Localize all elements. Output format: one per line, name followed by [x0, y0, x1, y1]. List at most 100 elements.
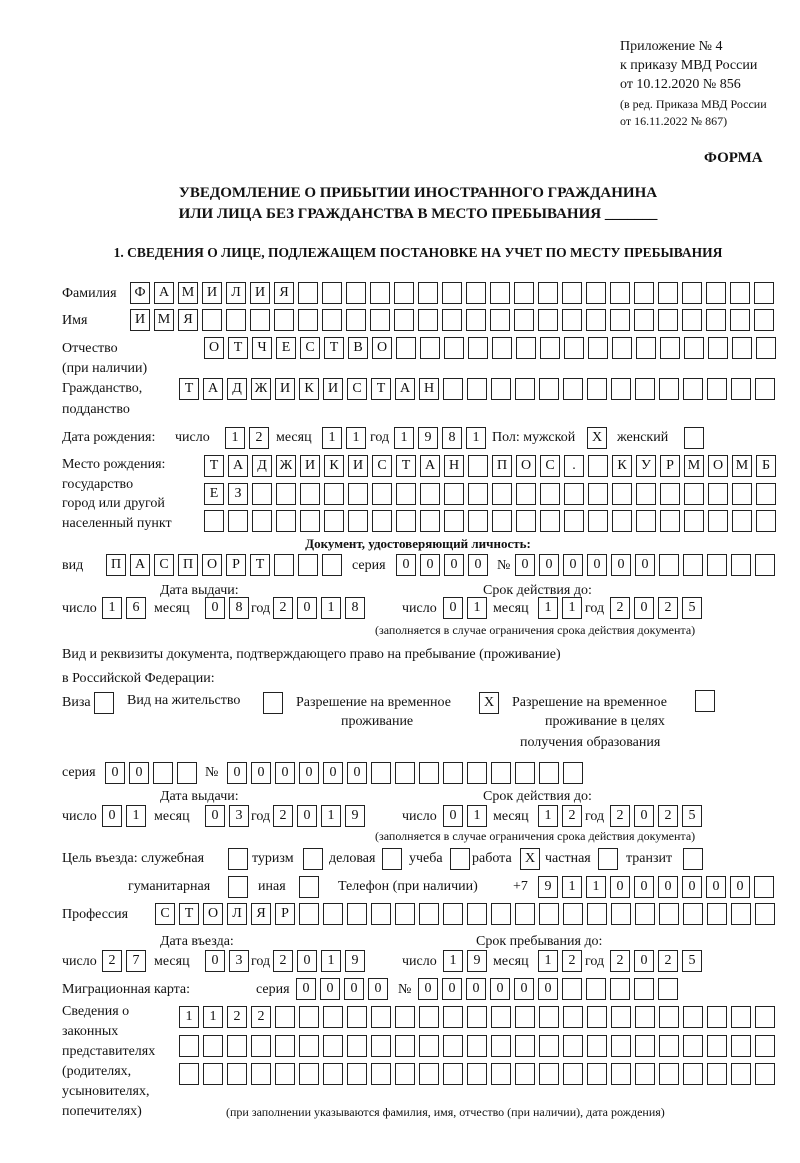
char-box[interactable] — [467, 1063, 487, 1085]
char-box[interactable]: 0 — [610, 876, 630, 898]
char-box[interactable] — [322, 309, 342, 331]
char-box[interactable] — [468, 455, 488, 477]
char-box[interactable] — [732, 483, 752, 505]
char-box[interactable]: 1 — [321, 805, 341, 827]
char-box[interactable] — [420, 483, 440, 505]
char-box[interactable] — [324, 510, 344, 532]
char-box[interactable] — [539, 762, 559, 784]
char-box[interactable] — [226, 309, 246, 331]
char-box[interactable] — [177, 762, 197, 784]
char-box[interactable] — [538, 282, 558, 304]
char-box[interactable]: И — [348, 455, 368, 477]
char-box[interactable] — [706, 282, 726, 304]
char-box[interactable] — [228, 510, 248, 532]
char-box[interactable] — [348, 510, 368, 532]
char-box[interactable] — [588, 337, 608, 359]
char-box[interactable]: Ф — [130, 282, 150, 304]
char-box[interactable]: 3 — [229, 805, 249, 827]
char-box[interactable] — [708, 510, 728, 532]
char-box[interactable]: Т — [371, 378, 391, 400]
char-box[interactable]: 2 — [249, 427, 269, 449]
char-box[interactable]: 0 — [490, 978, 510, 1000]
char-box[interactable] — [540, 510, 560, 532]
char-box[interactable]: О — [202, 554, 222, 576]
char-box[interactable] — [660, 510, 680, 532]
char-box[interactable]: С — [300, 337, 320, 359]
char-box[interactable] — [348, 483, 368, 505]
char-box[interactable] — [444, 337, 464, 359]
char-box[interactable]: 9 — [345, 950, 365, 972]
char-box[interactable] — [450, 848, 470, 870]
char-box[interactable]: А — [154, 282, 174, 304]
char-box[interactable] — [371, 1035, 391, 1057]
char-box[interactable]: В — [348, 337, 368, 359]
char-box[interactable]: 1 — [467, 597, 487, 619]
char-box[interactable] — [396, 510, 416, 532]
char-box[interactable] — [252, 483, 272, 505]
char-box[interactable]: Т — [179, 903, 199, 925]
char-box[interactable] — [755, 1063, 775, 1085]
char-box[interactable]: 9 — [345, 805, 365, 827]
char-box[interactable] — [563, 1063, 583, 1085]
char-box[interactable] — [179, 1063, 199, 1085]
char-box[interactable]: 1 — [321, 597, 341, 619]
char-box[interactable] — [298, 554, 318, 576]
char-box[interactable] — [682, 282, 702, 304]
char-box[interactable]: 0 — [538, 978, 558, 1000]
char-box[interactable]: 2 — [658, 805, 678, 827]
char-box[interactable]: Р — [660, 455, 680, 477]
char-box[interactable]: А — [130, 554, 150, 576]
char-box[interactable] — [539, 903, 559, 925]
char-box[interactable] — [684, 427, 704, 449]
char-box[interactable]: К — [612, 455, 632, 477]
char-box[interactable]: 0 — [682, 876, 702, 898]
char-box[interactable]: 1 — [394, 427, 414, 449]
char-box[interactable] — [275, 1063, 295, 1085]
char-box[interactable] — [731, 1006, 751, 1028]
char-box[interactable]: 5 — [682, 597, 702, 619]
char-box[interactable]: 0 — [320, 978, 340, 1000]
char-box[interactable]: 0 — [420, 554, 440, 576]
char-box[interactable]: Т — [250, 554, 270, 576]
char-box[interactable] — [442, 309, 462, 331]
char-box[interactable] — [94, 692, 114, 714]
char-box[interactable] — [563, 378, 583, 400]
char-box[interactable]: Р — [275, 903, 295, 925]
char-box[interactable] — [683, 848, 703, 870]
char-box[interactable]: 0 — [296, 978, 316, 1000]
char-box[interactable] — [634, 309, 654, 331]
char-box[interactable] — [636, 483, 656, 505]
char-box[interactable] — [298, 309, 318, 331]
char-box[interactable] — [443, 378, 463, 400]
char-box[interactable] — [610, 309, 630, 331]
char-box[interactable]: П — [178, 554, 198, 576]
char-box[interactable]: О — [708, 455, 728, 477]
char-box[interactable]: 9 — [418, 427, 438, 449]
char-box[interactable]: 8 — [229, 597, 249, 619]
char-box[interactable] — [564, 337, 584, 359]
char-box[interactable] — [396, 483, 416, 505]
char-box[interactable]: 0 — [396, 554, 416, 576]
char-box[interactable]: X — [587, 427, 607, 449]
char-box[interactable]: 1 — [321, 950, 341, 972]
char-box[interactable] — [394, 309, 414, 331]
char-box[interactable] — [539, 1035, 559, 1057]
char-box[interactable] — [516, 337, 536, 359]
char-box[interactable] — [467, 903, 487, 925]
char-box[interactable] — [300, 510, 320, 532]
char-box[interactable] — [396, 337, 416, 359]
char-box[interactable]: 1 — [346, 427, 366, 449]
char-box[interactable] — [276, 510, 296, 532]
char-box[interactable]: З — [228, 483, 248, 505]
char-box[interactable] — [658, 282, 678, 304]
char-box[interactable] — [732, 510, 752, 532]
char-box[interactable] — [515, 378, 535, 400]
char-box[interactable] — [660, 337, 680, 359]
char-box[interactable]: 1 — [538, 805, 558, 827]
char-box[interactable]: 0 — [587, 554, 607, 576]
char-box[interactable] — [372, 483, 392, 505]
char-box[interactable] — [418, 309, 438, 331]
char-box[interactable]: 2 — [227, 1006, 247, 1028]
char-box[interactable]: 2 — [251, 1006, 271, 1028]
char-box[interactable]: О — [372, 337, 392, 359]
